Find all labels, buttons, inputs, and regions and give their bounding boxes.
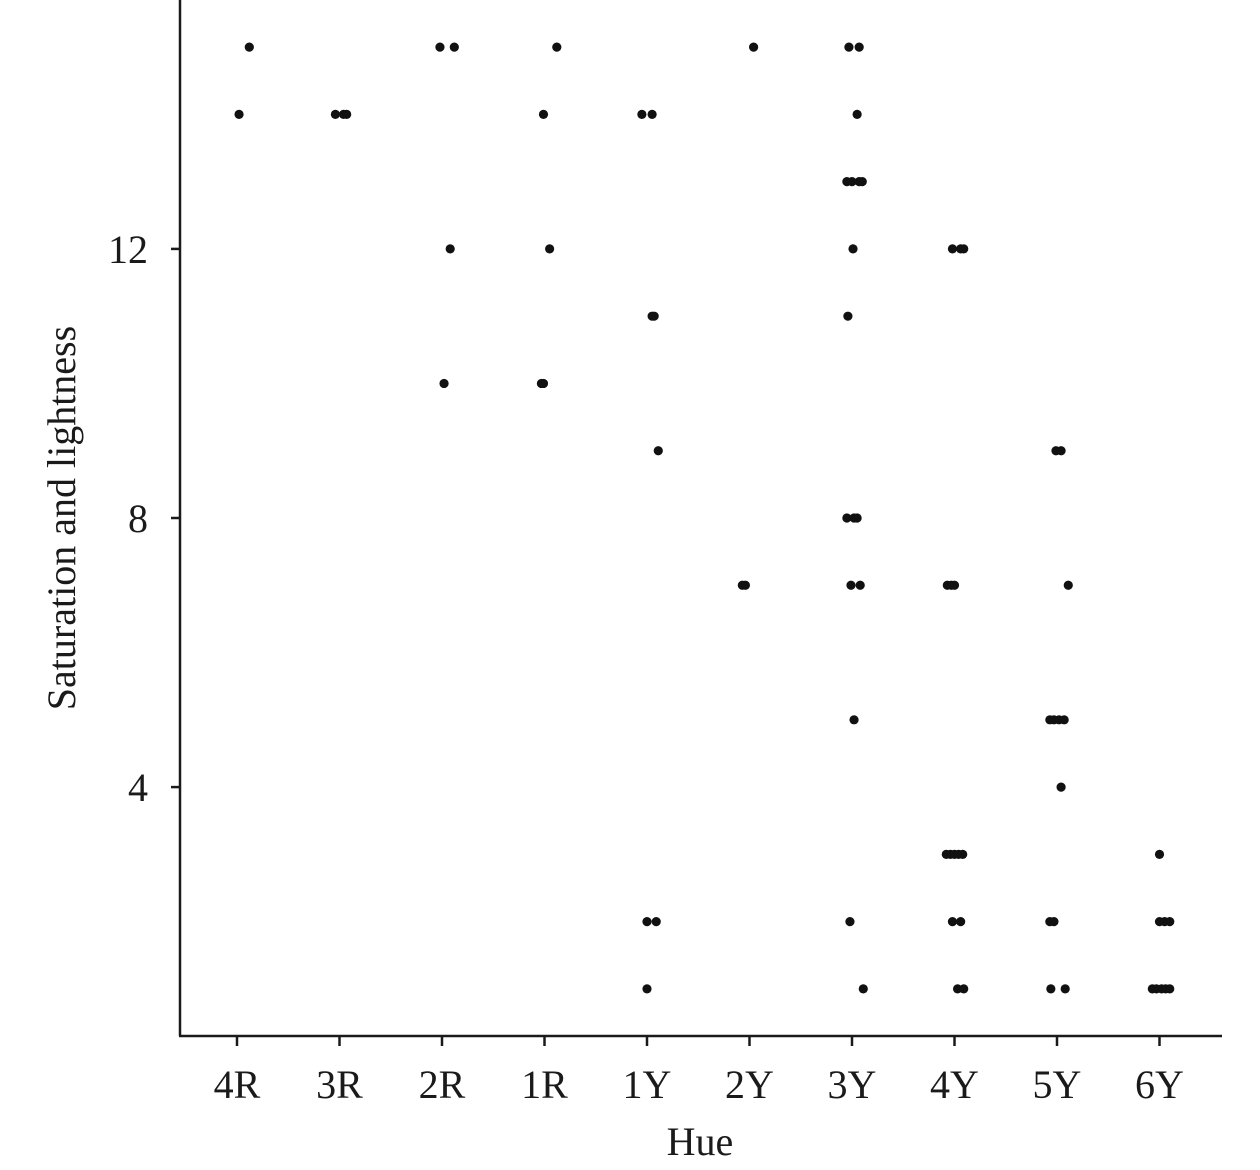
data-point (552, 42, 562, 52)
data-point (854, 42, 864, 52)
data-point (538, 109, 549, 119)
x-tick-label: 5Y (1033, 1062, 1082, 1107)
data-point (1059, 715, 1069, 725)
data-point (1056, 446, 1066, 456)
y-axis-title: Saturation and lightness (39, 326, 84, 710)
data-point (1056, 782, 1066, 792)
data-point (1063, 580, 1073, 590)
data-point (445, 244, 455, 254)
data-point (740, 580, 751, 590)
data-point (342, 109, 352, 119)
x-tick-label: 1Y (623, 1062, 672, 1107)
data-points (234, 42, 1175, 994)
data-point (849, 715, 859, 725)
data-point (653, 446, 663, 456)
x-tick-label: 3R (316, 1062, 363, 1107)
data-point (1165, 917, 1175, 927)
y-tick-label: 4 (128, 765, 148, 810)
data-point (843, 311, 853, 321)
x-ticks: 4R 3R 2R 1R 1Y 2Y 3Y 4Y 5Y 6Y (214, 1036, 1184, 1107)
y-tick-label: 8 (128, 496, 148, 541)
data-point (651, 917, 661, 927)
data-point (234, 109, 244, 119)
x-tick-label: 2R (419, 1062, 466, 1107)
data-point (749, 42, 759, 52)
x-tick-label: 4Y (930, 1062, 979, 1107)
data-point (956, 917, 966, 927)
x-tick-label: 6Y (1135, 1062, 1184, 1107)
axes (178, 0, 1222, 1038)
data-point (439, 378, 449, 389)
data-point (647, 109, 657, 119)
data-point (330, 109, 340, 119)
data-point (435, 42, 445, 52)
data-point (949, 580, 960, 590)
data-point (449, 42, 459, 52)
data-point (842, 513, 852, 523)
data-point (852, 109, 862, 119)
x-tick-label: 4R (214, 1062, 261, 1107)
data-point (947, 244, 958, 254)
data-point (959, 984, 969, 994)
data-point (538, 378, 549, 389)
data-point (1046, 984, 1056, 994)
data-point (857, 177, 867, 187)
data-point (846, 580, 856, 590)
data-point (852, 513, 862, 523)
data-point (1154, 849, 1165, 859)
x-axis-title: Hue (667, 1119, 734, 1164)
data-point (848, 244, 858, 254)
data-point (1165, 984, 1175, 994)
y-tick-label: 12 (108, 227, 148, 272)
data-point (637, 109, 647, 119)
x-tick-label: 2Y (725, 1062, 774, 1107)
data-point (855, 580, 865, 590)
data-point (959, 244, 969, 254)
data-point (947, 917, 958, 927)
data-point (1060, 984, 1070, 994)
data-point (642, 984, 652, 994)
y-ticks: 4 8 12 (108, 227, 180, 810)
data-point (244, 42, 254, 52)
x-tick-label: 3Y (828, 1062, 877, 1107)
data-point (642, 917, 652, 927)
data-point (1049, 917, 1059, 927)
x-tick-label: 1R (521, 1062, 568, 1107)
data-point (649, 311, 659, 321)
data-point (847, 177, 857, 187)
data-point (858, 984, 868, 994)
data-point (958, 849, 968, 859)
data-point (844, 42, 854, 52)
data-point (845, 917, 855, 927)
data-point (545, 244, 555, 254)
